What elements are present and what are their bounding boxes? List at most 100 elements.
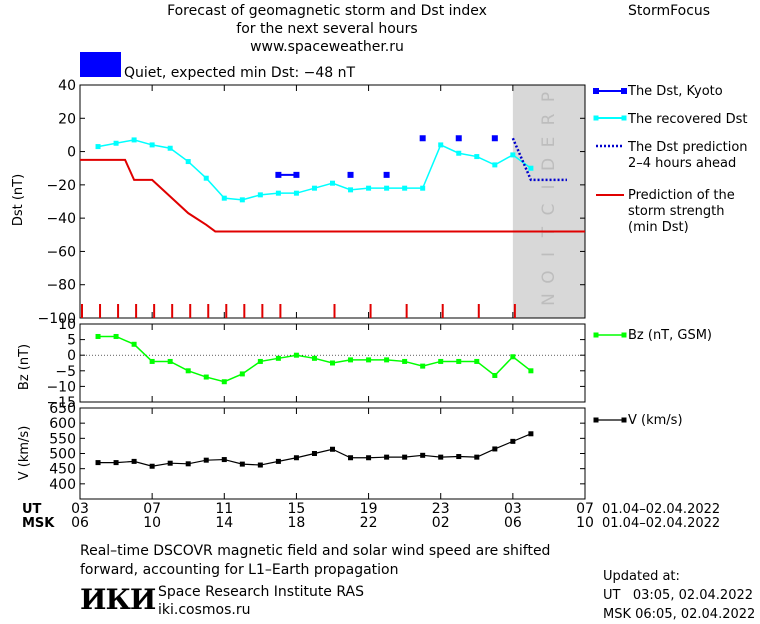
msk-tick-label: 06: [504, 515, 522, 531]
institute-url[interactable]: iki.cosmos.ru: [158, 602, 251, 618]
prediction-letter: R: [539, 113, 559, 125]
recovered-dst-point: [384, 185, 390, 191]
bz-point: [257, 358, 263, 364]
v-axis-label: V (km/s): [17, 426, 32, 481]
bz-point: [185, 368, 191, 374]
v-point: [366, 455, 372, 461]
recovered-dst-point: [275, 190, 281, 196]
recovered-dst-point: [203, 175, 209, 181]
legend-prediction-label: The Dst prediction: [627, 140, 748, 155]
y-tick-label: 5: [67, 333, 76, 349]
v-point: [311, 451, 317, 456]
bz-point: [492, 372, 498, 378]
msk-row-label: MSK: [22, 516, 55, 531]
institute-name: Space Research Institute RAS: [158, 584, 364, 600]
msk-tick-label: 14: [215, 515, 233, 531]
msk-tick-label: 06: [71, 515, 89, 531]
legend-bz-label: Bz (nT, GSM): [628, 328, 712, 343]
footer-note: Real–time DSCOVR magnetic field and sola…: [80, 542, 550, 580]
v-point: [420, 452, 426, 458]
v-point: [113, 460, 119, 466]
recovered-dst-point: [420, 185, 426, 191]
msk-tick-label: 10: [143, 515, 161, 531]
recovered-dst-point: [293, 190, 299, 196]
bz-point: [366, 357, 372, 363]
dst-axis-label: Dst (nT): [11, 174, 26, 226]
recovered-dst-point: [257, 192, 263, 198]
bz-point: [402, 358, 408, 364]
y-tick-label: −80: [46, 278, 76, 294]
bz-point: [456, 358, 462, 364]
ut-date-range: 01.04–02.04.2022: [602, 502, 720, 517]
recovered-dst-point: [239, 197, 245, 203]
v-point: [456, 454, 462, 460]
bz-point: [330, 360, 335, 366]
legend-storm-label: storm strength: [628, 204, 725, 219]
v-point: [203, 457, 209, 463]
recovered-dst-point: [131, 137, 137, 143]
recovered-dst-point: [95, 144, 101, 150]
recovered-dst-point: [528, 165, 534, 171]
updated-label: Updated at:: [603, 569, 680, 584]
y-tick-label: 450: [49, 462, 76, 478]
bz-point: [113, 333, 119, 339]
bz-point: [293, 352, 299, 358]
y-tick-label: 20: [58, 111, 76, 127]
series-layer: [80, 135, 585, 469]
legend-recovered-label: The recovered Dst: [627, 112, 747, 127]
v-point: [384, 454, 390, 460]
prediction-letter: P: [539, 92, 559, 102]
ut-tick-label: 03: [504, 501, 522, 517]
y-tick-label: 400: [49, 477, 76, 493]
storm-strength-line: [80, 158, 585, 233]
ut-row-label: UT: [22, 502, 42, 517]
y-tick-label: 600: [49, 416, 76, 432]
y-tick-label: 500: [49, 447, 76, 463]
v-point: [474, 454, 480, 460]
recovered-dst-point: [167, 145, 173, 151]
y-tick-label: 0: [67, 145, 76, 161]
legend-v-marker: [621, 417, 627, 423]
legend-kyoto-marker: [621, 88, 627, 94]
bz-point: [149, 358, 155, 364]
v-point: [275, 458, 281, 464]
kyoto-dst-point: [491, 135, 498, 142]
recovered-dst-point: [402, 185, 408, 191]
iki-logo: ИКИ: [80, 583, 156, 616]
recovered-dst-point: [221, 195, 227, 201]
y-tick-label: −10: [46, 379, 76, 395]
y-axis-ticks: 40200−20−40−60−80−1001050−5−10−156506005…: [38, 78, 585, 493]
recovered-dst-point: [185, 159, 191, 165]
title-line-2: for the next several hours: [236, 21, 418, 37]
prediction-zone: [512, 85, 585, 318]
prediction-letter: C: [539, 204, 559, 216]
legend-storm-label: (min Dst): [628, 220, 689, 235]
bz-point: [131, 341, 137, 347]
msk-date-range: 01.04–02.04.2022: [602, 516, 720, 531]
kyoto-dst-point: [455, 135, 462, 142]
bz-point: [384, 357, 390, 363]
v-point: [257, 462, 263, 468]
y-tick-label: −40: [46, 211, 76, 227]
prediction-letter: O: [539, 270, 559, 283]
brand-name: StormFocus: [628, 3, 711, 19]
prediction-letter: I: [539, 252, 559, 257]
y-tick-label: −60: [46, 244, 76, 260]
ut-tick-label: 19: [360, 501, 378, 517]
legend-v-marker: [593, 417, 599, 423]
legend-bz-marker: [621, 332, 627, 338]
v-point: [330, 446, 335, 452]
footer-note-line-1: Real–time DSCOVR magnetic field and sola…: [80, 543, 551, 559]
ut-tick-label: 15: [288, 501, 306, 517]
legend-kyoto-label: The Dst, Kyoto: [627, 84, 723, 99]
legend-recovered-marker: [621, 115, 627, 121]
v-point: [492, 446, 498, 452]
v-point: [293, 455, 299, 461]
legend-kyoto-marker: [593, 88, 599, 94]
prediction-letter: N: [539, 293, 559, 306]
legend: The Dst, Kyoto The recovered Dst The Dst p…: [593, 84, 748, 428]
prediction-letter: D: [539, 158, 559, 171]
prediction-letter: I: [539, 184, 559, 189]
msk-tick-label: 10: [576, 515, 594, 531]
